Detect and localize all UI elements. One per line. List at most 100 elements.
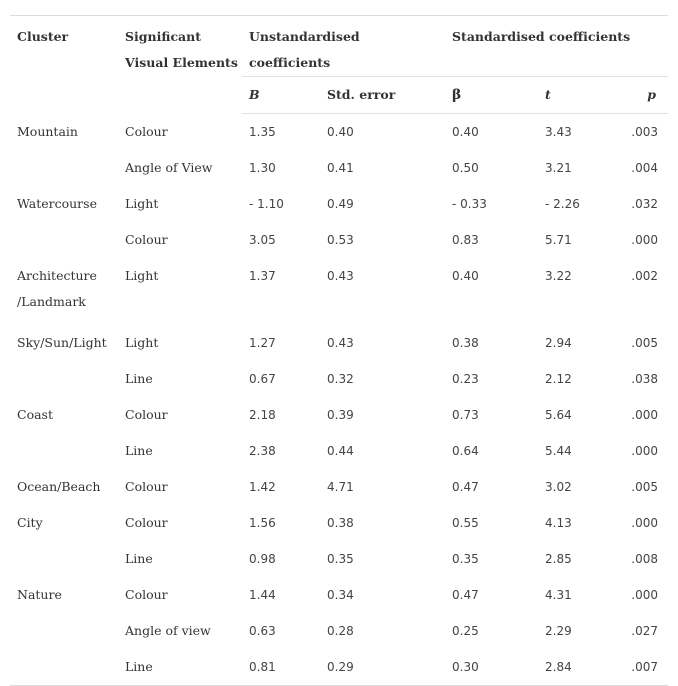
cell-se: 0.53: [327, 233, 354, 247]
cell-b: 1.56: [249, 516, 276, 530]
cell-b: 2.18: [249, 408, 276, 422]
cell-element: Line: [118, 649, 242, 686]
cell-t: 2.29: [545, 624, 572, 638]
cell-beta: 0.47: [452, 480, 479, 494]
cell-t: 5.44: [545, 444, 572, 458]
table-row: Sky/Sun/Light Light 1.27 0.43 0.38 2.94 …: [10, 325, 668, 361]
cell-se: 0.43: [327, 336, 354, 350]
cell-element: Colour: [125, 587, 168, 602]
table-row: Nature Colour 1.44 0.34 0.47 4.31 .000: [10, 577, 668, 613]
cell-se: 0.49: [327, 197, 354, 211]
cell-b: 0.98: [249, 552, 276, 566]
cell-cluster: Ocean/Beach: [17, 479, 101, 494]
cell-b: 1.35: [249, 125, 276, 139]
cell-p: .000: [631, 233, 659, 247]
cell-element: Angle of view: [125, 623, 211, 638]
cell-b: - 1.10: [249, 197, 284, 211]
cell-se: 0.41: [327, 161, 354, 175]
cell-element: Colour: [125, 479, 168, 494]
table-row: Mountain Colour 1.35 0.40 0.40 3.43 .003: [10, 114, 668, 151]
cell-t: 3.21: [545, 161, 572, 175]
table-row: Angle of view 0.63 0.28 0.25 2.29 .027: [10, 613, 668, 649]
cell-beta: - 0.33: [452, 197, 487, 211]
cell-se: 0.32: [327, 372, 354, 386]
table-row: City Colour 1.56 0.38 0.55 4.13 .000: [10, 505, 668, 541]
cell-cluster: [10, 222, 118, 258]
cell-beta: 0.40: [452, 125, 479, 139]
page: Cluster Significant Visual Elements Unst…: [10, 15, 669, 686]
table-row: Architecture /Landmark Light 1.37 0.43 0…: [10, 258, 668, 325]
cell-element: Line: [125, 371, 153, 386]
cell-cluster: Architecture /Landmark: [17, 268, 97, 309]
cell-beta: 0.50: [452, 161, 479, 175]
cell-beta: 0.40: [452, 269, 479, 283]
cell-b: 0.81: [242, 649, 320, 686]
header-cluster: Cluster: [10, 15, 118, 114]
cell-cluster: [10, 361, 118, 397]
cell-se: 0.38: [327, 516, 354, 530]
cell-p: .003: [631, 125, 659, 139]
cell-se: 0.28: [327, 624, 354, 638]
header-b: B: [242, 76, 320, 114]
cell-t: 5.64: [545, 408, 572, 422]
cell-se: 0.40: [327, 125, 354, 139]
cell-cluster: Mountain: [17, 123, 78, 139]
table-row: Line 0.98 0.35 0.35 2.85 .008: [10, 541, 668, 577]
cell-se: 0.39: [327, 408, 354, 422]
cell-p: .027: [631, 624, 659, 638]
cell-cluster: Nature: [17, 587, 62, 602]
cell-cluster: [10, 649, 118, 686]
table-row: Line 0.81 0.29 0.30 2.84 .007: [10, 649, 669, 686]
cell-t: 4.31: [545, 588, 572, 602]
header-t: t: [538, 76, 619, 114]
cell-p: .038: [631, 372, 659, 386]
cell-t: 4.13: [545, 516, 572, 530]
coefficients-table: Cluster Significant Visual Elements Unst…: [10, 15, 669, 686]
cell-b: 3.05: [249, 233, 276, 247]
cell-se: 0.29: [320, 649, 446, 686]
cell-b: 1.44: [249, 588, 276, 602]
cell-element: Light: [125, 268, 159, 283]
cell-se: 0.44: [327, 444, 354, 458]
table-row: Line 2.38 0.44 0.64 5.44 .000: [10, 433, 668, 469]
cell-element: Line: [125, 551, 153, 566]
cell-t: 2.85: [545, 552, 572, 566]
cell-b: 0.63: [249, 624, 276, 638]
cell-beta: 0.30: [445, 649, 539, 686]
cell-p: .002: [631, 269, 659, 283]
cell-b: 1.42: [249, 480, 276, 494]
cell-element: Colour: [125, 123, 168, 139]
table-row: Coast Colour 2.18 0.39 0.73 5.64 .000: [10, 397, 668, 433]
cell-se: 0.35: [327, 552, 354, 566]
cell-p: .000: [631, 444, 659, 458]
table-row: Angle of View 1.30 0.41 0.50 3.21 .004: [10, 150, 668, 186]
cell-t: 2.94: [545, 336, 572, 350]
cell-p: .008: [631, 552, 659, 566]
cell-t: 3.02: [545, 480, 572, 494]
cell-t: - 2.26: [545, 197, 580, 211]
cell-beta: 0.83: [452, 233, 479, 247]
table-row: Colour 3.05 0.53 0.83 5.71 .000: [10, 222, 668, 258]
cell-beta: 0.47: [452, 588, 479, 602]
table-row: Line 0.67 0.32 0.23 2.12 .038: [10, 361, 668, 397]
cell-se: 4.71: [327, 480, 354, 494]
cell-p: .005: [631, 336, 659, 350]
cell-element: Colour: [125, 407, 168, 422]
cell-beta: 0.64: [452, 444, 479, 458]
cell-cluster: [10, 150, 118, 186]
cell-beta: 0.23: [452, 372, 479, 386]
cell-cluster: Watercourse: [17, 196, 97, 211]
cell-t: 2.12: [545, 372, 572, 386]
cell-b: 1.30: [249, 161, 276, 175]
cell-b: 2.38: [249, 444, 276, 458]
header-elements: Significant Visual Elements: [118, 15, 242, 114]
cell-beta: 0.25: [452, 624, 479, 638]
cell-p: .004: [631, 161, 659, 175]
cell-element: Light: [125, 196, 159, 211]
cell-cluster: [10, 541, 118, 577]
cell-element: Colour: [125, 232, 168, 247]
header-unstandardised: Unstandardised coefficients: [242, 15, 446, 77]
cell-beta: 0.35: [452, 552, 479, 566]
cell-t: 2.84: [538, 649, 619, 686]
cell-p: .032: [631, 197, 659, 211]
